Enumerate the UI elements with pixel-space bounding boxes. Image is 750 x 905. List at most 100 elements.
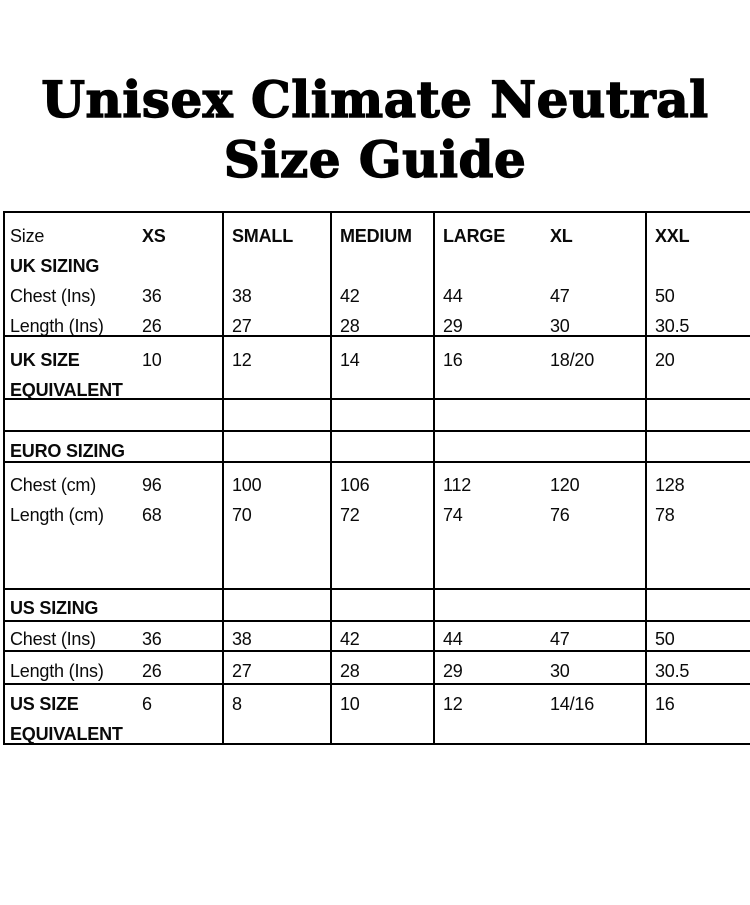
uk-chest-line: Chest (Ins) 36	[5, 281, 222, 311]
empty-cell	[224, 400, 332, 430]
euro-xxl-cell: 128 78	[647, 463, 750, 588]
uk-sizing-heading: UK SIZING	[10, 256, 100, 276]
euro-chest-xs: 96	[142, 475, 162, 495]
us-chest-label-cell: Chest (Ins) 36	[5, 622, 224, 650]
euro-length-large-xl: 74 76	[435, 500, 645, 530]
uk-equivalent-xl: 18/20	[550, 350, 595, 370]
uk-length-small: 27	[232, 316, 252, 335]
spacer-line	[332, 251, 433, 281]
us-equivalent-large-xl-cell: 12 14/16	[435, 685, 647, 743]
euro-chest-xxl: 128	[655, 475, 685, 495]
title-line-1: Unisex Climate Neutral	[41, 69, 709, 129]
empty-cell	[435, 432, 647, 461]
euro-chest-label: Chest (cm)	[10, 475, 97, 495]
uk-equivalent-medium: 14	[340, 350, 360, 370]
us-equivalent-xs: 6	[142, 694, 152, 714]
us-size-label: US SIZE	[10, 694, 79, 714]
us-chest-line: Chest (Ins) 36	[5, 624, 222, 650]
us-length-medium-cell: 28	[332, 652, 435, 683]
uk-chest-xl: 47	[550, 286, 570, 306]
uk-equivalent-large: 16	[443, 350, 463, 370]
uk-length-xs: 26	[142, 316, 162, 335]
euro-chest-large: 112	[443, 475, 472, 495]
empty-cell	[5, 400, 224, 430]
euro-length-medium: 72	[340, 505, 360, 525]
xxl-column-header: XXL	[655, 226, 690, 246]
us-equivalent-small-cell: 8	[224, 685, 332, 743]
uk-length-medium: 28	[340, 316, 360, 335]
size-table: Size XS UK SIZING Chest (Ins) 36 Length …	[3, 211, 750, 745]
us-equivalent-label2: EQUIVALENT	[10, 724, 123, 743]
header-line: LARGE XL	[435, 221, 645, 251]
uk-chest-small: 38	[232, 286, 252, 306]
empty-cell	[647, 400, 750, 430]
us-equivalent-label-cell: US SIZE 6 EQUIVALENT	[5, 685, 224, 743]
spacer-line	[647, 251, 750, 281]
uk-equivalent-large-xl: 16 18/20	[435, 345, 645, 375]
us-length-large-xl-cell: 29 30	[435, 652, 647, 683]
uk-length-large: 29	[443, 316, 463, 335]
empty-cell	[224, 432, 332, 461]
us-length-xl: 30	[550, 661, 570, 681]
uk-block-small-cell: SMALL 38 27	[224, 213, 332, 335]
uk-equivalent-small-cell: 12	[224, 337, 332, 398]
spacer-line	[435, 251, 645, 281]
us-length-large: 29	[443, 661, 463, 681]
us-chest-label: Chest (Ins)	[10, 629, 96, 649]
euro-length-large: 74	[443, 505, 463, 525]
euro-length-xl: 76	[550, 505, 570, 525]
us-length-label: Length (Ins)	[10, 661, 104, 681]
uk-equivalent-xs: 10	[142, 350, 162, 370]
us-chest-xxl: 50	[655, 629, 675, 649]
us-chest-medium-cell: 42	[332, 622, 435, 650]
uk-chest-xxl: 50	[655, 286, 675, 306]
uk-length-xxl: 30.5	[655, 316, 690, 335]
table-row-euro-block: Chest (cm) 96 Length (cm) 68 100 70 106 …	[5, 461, 750, 588]
uk-length-line: Length (Ins) 26	[5, 311, 222, 335]
table-row-euro-sizing: EURO SIZING	[5, 430, 750, 461]
us-chest-large-xl: 44 47	[435, 624, 645, 650]
empty-cell	[435, 400, 647, 430]
euro-large-xl-cell: 112 120 74 76	[435, 463, 647, 588]
us-chest-small-cell: 38	[224, 622, 332, 650]
us-length-small: 27	[232, 661, 252, 681]
small-column-header: SMALL	[232, 226, 293, 246]
uk-equivalent-medium-cell: 14	[332, 337, 435, 398]
uk-equivalent-xxl: 20	[655, 350, 675, 370]
uk-equivalent-large-xl-cell: 16 18/20	[435, 337, 647, 398]
empty-cell	[647, 432, 750, 461]
us-length-label-cell: Length (Ins) 26	[5, 652, 224, 683]
euro-length-xxl: 78	[655, 505, 675, 525]
empty-cell	[435, 590, 647, 620]
uk-equivalent-xxl-cell: 20	[647, 337, 750, 398]
us-length-xxl-cell: 30.5	[647, 652, 750, 683]
us-equivalent-large-xl: 12 14/16	[435, 689, 645, 719]
euro-sizing-heading-cell: EURO SIZING	[5, 432, 224, 461]
title-line-2: Size Guide	[223, 129, 527, 189]
empty-cell	[332, 432, 435, 461]
uk-length-large-xl: 29 30	[435, 311, 645, 335]
uk-block-medium-cell: MEDIUM 42 28	[332, 213, 435, 335]
us-length-medium: 28	[340, 661, 360, 681]
us-length-xs: 26	[142, 661, 162, 681]
uk-block-large-xl-cell: LARGE XL 44 47 29 30	[435, 213, 647, 335]
uk-block-xxl-cell: XXL 50 30.5	[647, 213, 750, 335]
us-equivalent-large: 12	[443, 694, 463, 714]
us-sizing-heading: US SIZING	[10, 598, 99, 618]
uk-equivalent-label-cell: UK SIZE 10 EQUIVALENT	[5, 337, 224, 398]
uk-chest-large: 44	[443, 286, 463, 306]
euro-length-xs: 68	[142, 505, 162, 525]
us-equivalent-xxl: 16	[655, 694, 675, 714]
xs-column-header: XS	[142, 226, 166, 246]
table-row-uk-size-equivalent: UK SIZE 10 EQUIVALENT 12 14 16 18/20 20	[5, 335, 750, 398]
us-chest-large-xl-cell: 44 47	[435, 622, 647, 650]
header-line: Size XS	[5, 221, 222, 251]
euro-chest-large-xl: 112 120	[435, 470, 645, 500]
us-chest-medium: 42	[340, 629, 360, 649]
us-equivalent-xxl-cell: 16	[647, 685, 750, 743]
us-length-line: Length (Ins) 26	[5, 656, 222, 683]
table-row-us-size-equivalent: US SIZE 6 EQUIVALENT 8 10 12 14/16 16	[5, 683, 750, 743]
us-chest-xl: 47	[550, 629, 570, 649]
euro-length-small: 70	[232, 505, 252, 525]
